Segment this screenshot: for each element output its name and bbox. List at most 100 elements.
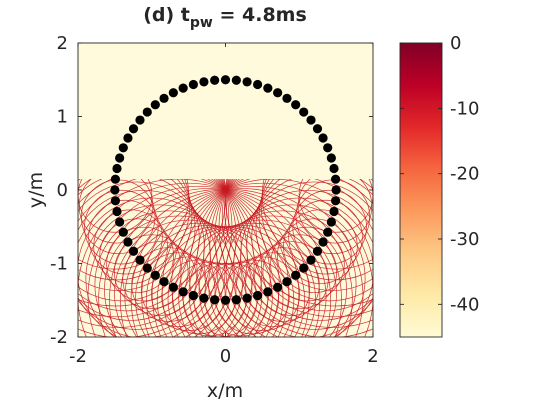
transducer-marker [118, 143, 128, 153]
transducer-marker [123, 133, 133, 143]
wavefront-contour [135, 224, 284, 337]
y-tick-label: -2 [50, 327, 68, 348]
wavefront-contour [114, 219, 263, 337]
transducer-marker [253, 79, 263, 90]
wavefront-contour [297, 178, 373, 244]
wavefront-contours [78, 178, 373, 337]
wavefront-contour [283, 209, 358, 284]
transducer-marker [168, 88, 178, 98]
transducer-marker [150, 100, 160, 110]
transducer-marker [112, 163, 122, 174]
transducer-marker [115, 217, 125, 227]
wavefront-contour [180, 178, 373, 337]
wavefront-contour [99, 218, 174, 293]
wavefront-contour [109, 189, 332, 337]
wavefront-contour [254, 241, 329, 316]
transducer-marker [273, 282, 283, 292]
wavefront-contour [78, 178, 228, 318]
transducer-marker [323, 227, 333, 237]
wavefront-contour [262, 234, 338, 309]
transducer-array [110, 75, 341, 305]
x-axis-ticks: -2 0 2 [69, 43, 379, 367]
transducer-marker [142, 263, 152, 273]
wavefront-contour [188, 178, 373, 337]
wavefront-contour [145, 226, 295, 337]
wavefront-contour [78, 178, 237, 337]
wavefront-contour [223, 178, 373, 318]
wavefront-contour [78, 182, 300, 337]
transducer-marker [330, 174, 341, 184]
wavefront-contour [246, 178, 373, 321]
wavefront-contour [151, 256, 226, 332]
wavefront-contour [188, 219, 337, 337]
wavefront-contour [288, 199, 363, 275]
wavefront-contour [84, 189, 159, 265]
transducer-marker [112, 206, 122, 217]
transducer-marker [318, 133, 328, 143]
transducer-marker [312, 124, 323, 134]
transducer-marker [199, 77, 209, 87]
wavefront-contour [196, 178, 238, 337]
transducer-marker [159, 93, 169, 103]
wavefront-contour [225, 178, 373, 307]
wavefront-contour [225, 256, 300, 332]
colorbar-ticks: 0 -10 -20 -30 -40 [400, 33, 479, 315]
wavefront-contour [88, 199, 163, 275]
wavefront-contour [78, 178, 191, 281]
transducer-marker [210, 75, 220, 85]
wavefront-contour [277, 218, 352, 293]
transducer-marker [273, 88, 283, 98]
wavefront-contour [218, 178, 373, 337]
transducer-marker [110, 185, 120, 195]
wavefront-contour [198, 215, 347, 337]
wavefront-contour [124, 222, 273, 337]
transducer-marker [253, 290, 263, 301]
transducer-marker [299, 107, 309, 117]
wavefront-contour [270, 226, 345, 302]
transducer-marker [220, 295, 231, 305]
transducer-marker [178, 83, 188, 93]
transducer-marker [329, 163, 339, 174]
wavefront-contour [151, 182, 373, 337]
y-axis-ticks: -2 -1 0 1 2 [50, 33, 373, 348]
wavefront-contour [209, 178, 258, 337]
wavefront-contour [78, 197, 226, 337]
transducer-marker [299, 263, 309, 273]
transducer-marker [323, 143, 333, 153]
transducer-marker [291, 100, 301, 110]
transducer-marker [312, 246, 323, 256]
wavefront-contour [208, 210, 357, 337]
wavefront-contour [167, 224, 316, 337]
transducer-marker [118, 227, 128, 237]
wavefront-contour [161, 178, 373, 337]
transducer-marker [242, 77, 252, 87]
x-tick-label: 0 [220, 346, 231, 367]
wavefront-contour [261, 178, 373, 270]
y-tick-label: 2 [57, 33, 68, 54]
transducer-marker [242, 293, 252, 303]
wavefront-contour [113, 234, 189, 309]
wavefront-contour [292, 189, 367, 265]
transducer-marker [135, 115, 145, 125]
transducer-marker [159, 277, 169, 287]
transducer-marker [188, 290, 198, 301]
y-tick-label: -1 [50, 254, 68, 275]
wavefront-contour [78, 178, 263, 337]
wavefront-contour [251, 178, 373, 312]
wavefront-contour [106, 226, 181, 302]
transducer-marker [188, 79, 198, 90]
transducer-marker [220, 75, 231, 85]
transducer-marker [168, 282, 178, 292]
transducer-marker [329, 206, 339, 217]
chart-title: (d) tpw = 4.8ms [143, 4, 307, 31]
y-tick-label: 1 [57, 107, 68, 128]
wavefront-contour [221, 178, 373, 328]
transducer-marker [331, 185, 341, 195]
transducer-marker [110, 196, 121, 206]
wavefront-contour [130, 188, 353, 337]
colorbar-tick-label: -20 [450, 164, 479, 185]
transducer-marker [115, 153, 125, 163]
transducer-marker [306, 255, 316, 265]
colorbar-tick-label: -10 [450, 98, 479, 119]
wavefront-contour [78, 178, 154, 244]
